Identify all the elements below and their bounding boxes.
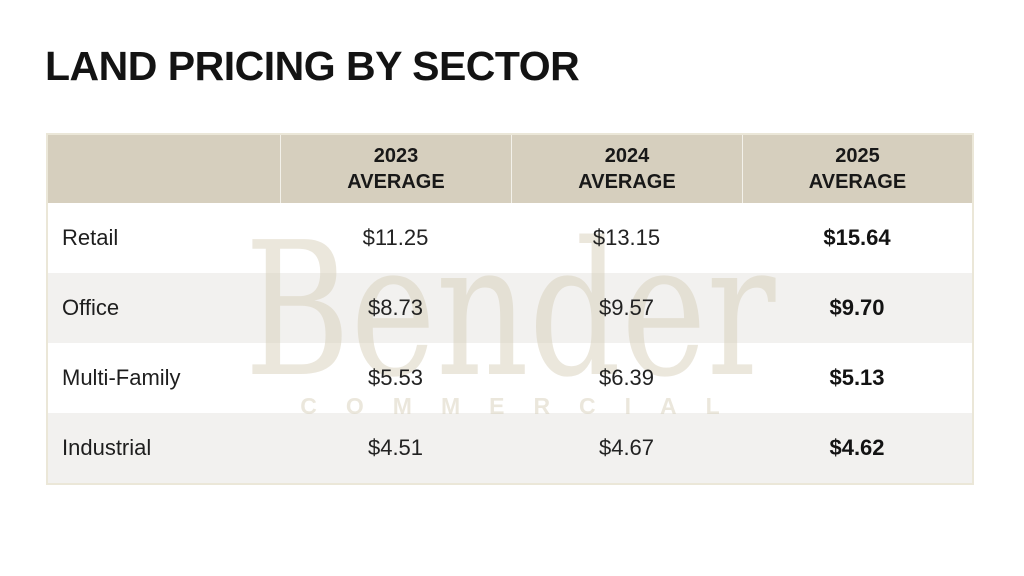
header-cell-2023: 2023 AVERAGE [280, 135, 511, 203]
row-multifamily-2023: $5.53 [280, 343, 511, 413]
header-label-2023: AVERAGE [347, 171, 445, 193]
row-retail-2025: $15.64 [742, 203, 972, 273]
sector-name: Industrial [62, 435, 152, 460]
sector-name: Retail [62, 225, 119, 250]
value-2025: $5.13 [829, 365, 885, 390]
row-industrial-label: Industrial [48, 413, 280, 483]
sector-name: Multi-Family [62, 365, 181, 390]
row-office-label: Office [48, 273, 280, 343]
row-multifamily-label: Multi-Family [48, 343, 280, 413]
land-pricing-table: 2023 AVERAGE 2024 AVERAGE 2025 AVERAGE R… [46, 133, 974, 485]
value-2025: $9.70 [829, 295, 885, 320]
header-year-2025: 2025 [835, 145, 880, 167]
value-2025: $4.62 [829, 435, 885, 460]
value-2023: $5.53 [367, 365, 424, 390]
row-industrial-2023: $4.51 [280, 413, 511, 483]
page-title: LAND PRICING BY SECTOR [45, 43, 580, 89]
value-2023: $11.25 [362, 225, 429, 250]
header-cell-2024: 2024 AVERAGE [511, 135, 742, 203]
value-2023: $4.51 [367, 435, 424, 460]
row-retail-2023: $11.25 [280, 203, 511, 273]
header-cell-2025: 2025 AVERAGE [742, 135, 972, 203]
row-retail-label: Retail [48, 203, 280, 273]
sector-name: Office [62, 295, 120, 320]
value-2024: $4.67 [598, 435, 655, 460]
row-office-2024: $9.57 [511, 273, 742, 343]
header-cell-sector [48, 135, 280, 203]
value-2023: $8.73 [367, 295, 424, 320]
header-year-2023: 2023 [373, 145, 419, 167]
table-grid: 2023 AVERAGE 2024 AVERAGE 2025 AVERAGE R… [48, 135, 972, 483]
row-multifamily-2025: $5.13 [742, 343, 972, 413]
value-2024: $9.57 [598, 295, 655, 320]
value-2024: $13.15 [592, 225, 661, 250]
header-label-2025: AVERAGE [808, 171, 907, 193]
row-retail-2024: $13.15 [511, 203, 742, 273]
row-multifamily-2024: $6.39 [511, 343, 742, 413]
value-2024: $6.39 [598, 365, 655, 390]
row-office-2023: $8.73 [280, 273, 511, 343]
value-2025: $15.64 [823, 225, 891, 250]
row-industrial-2025: $4.62 [742, 413, 972, 483]
header-label-2024: AVERAGE [578, 171, 676, 193]
row-office-2025: $9.70 [742, 273, 972, 343]
header-year-2024: 2024 [604, 145, 650, 167]
row-industrial-2024: $4.67 [511, 413, 742, 483]
